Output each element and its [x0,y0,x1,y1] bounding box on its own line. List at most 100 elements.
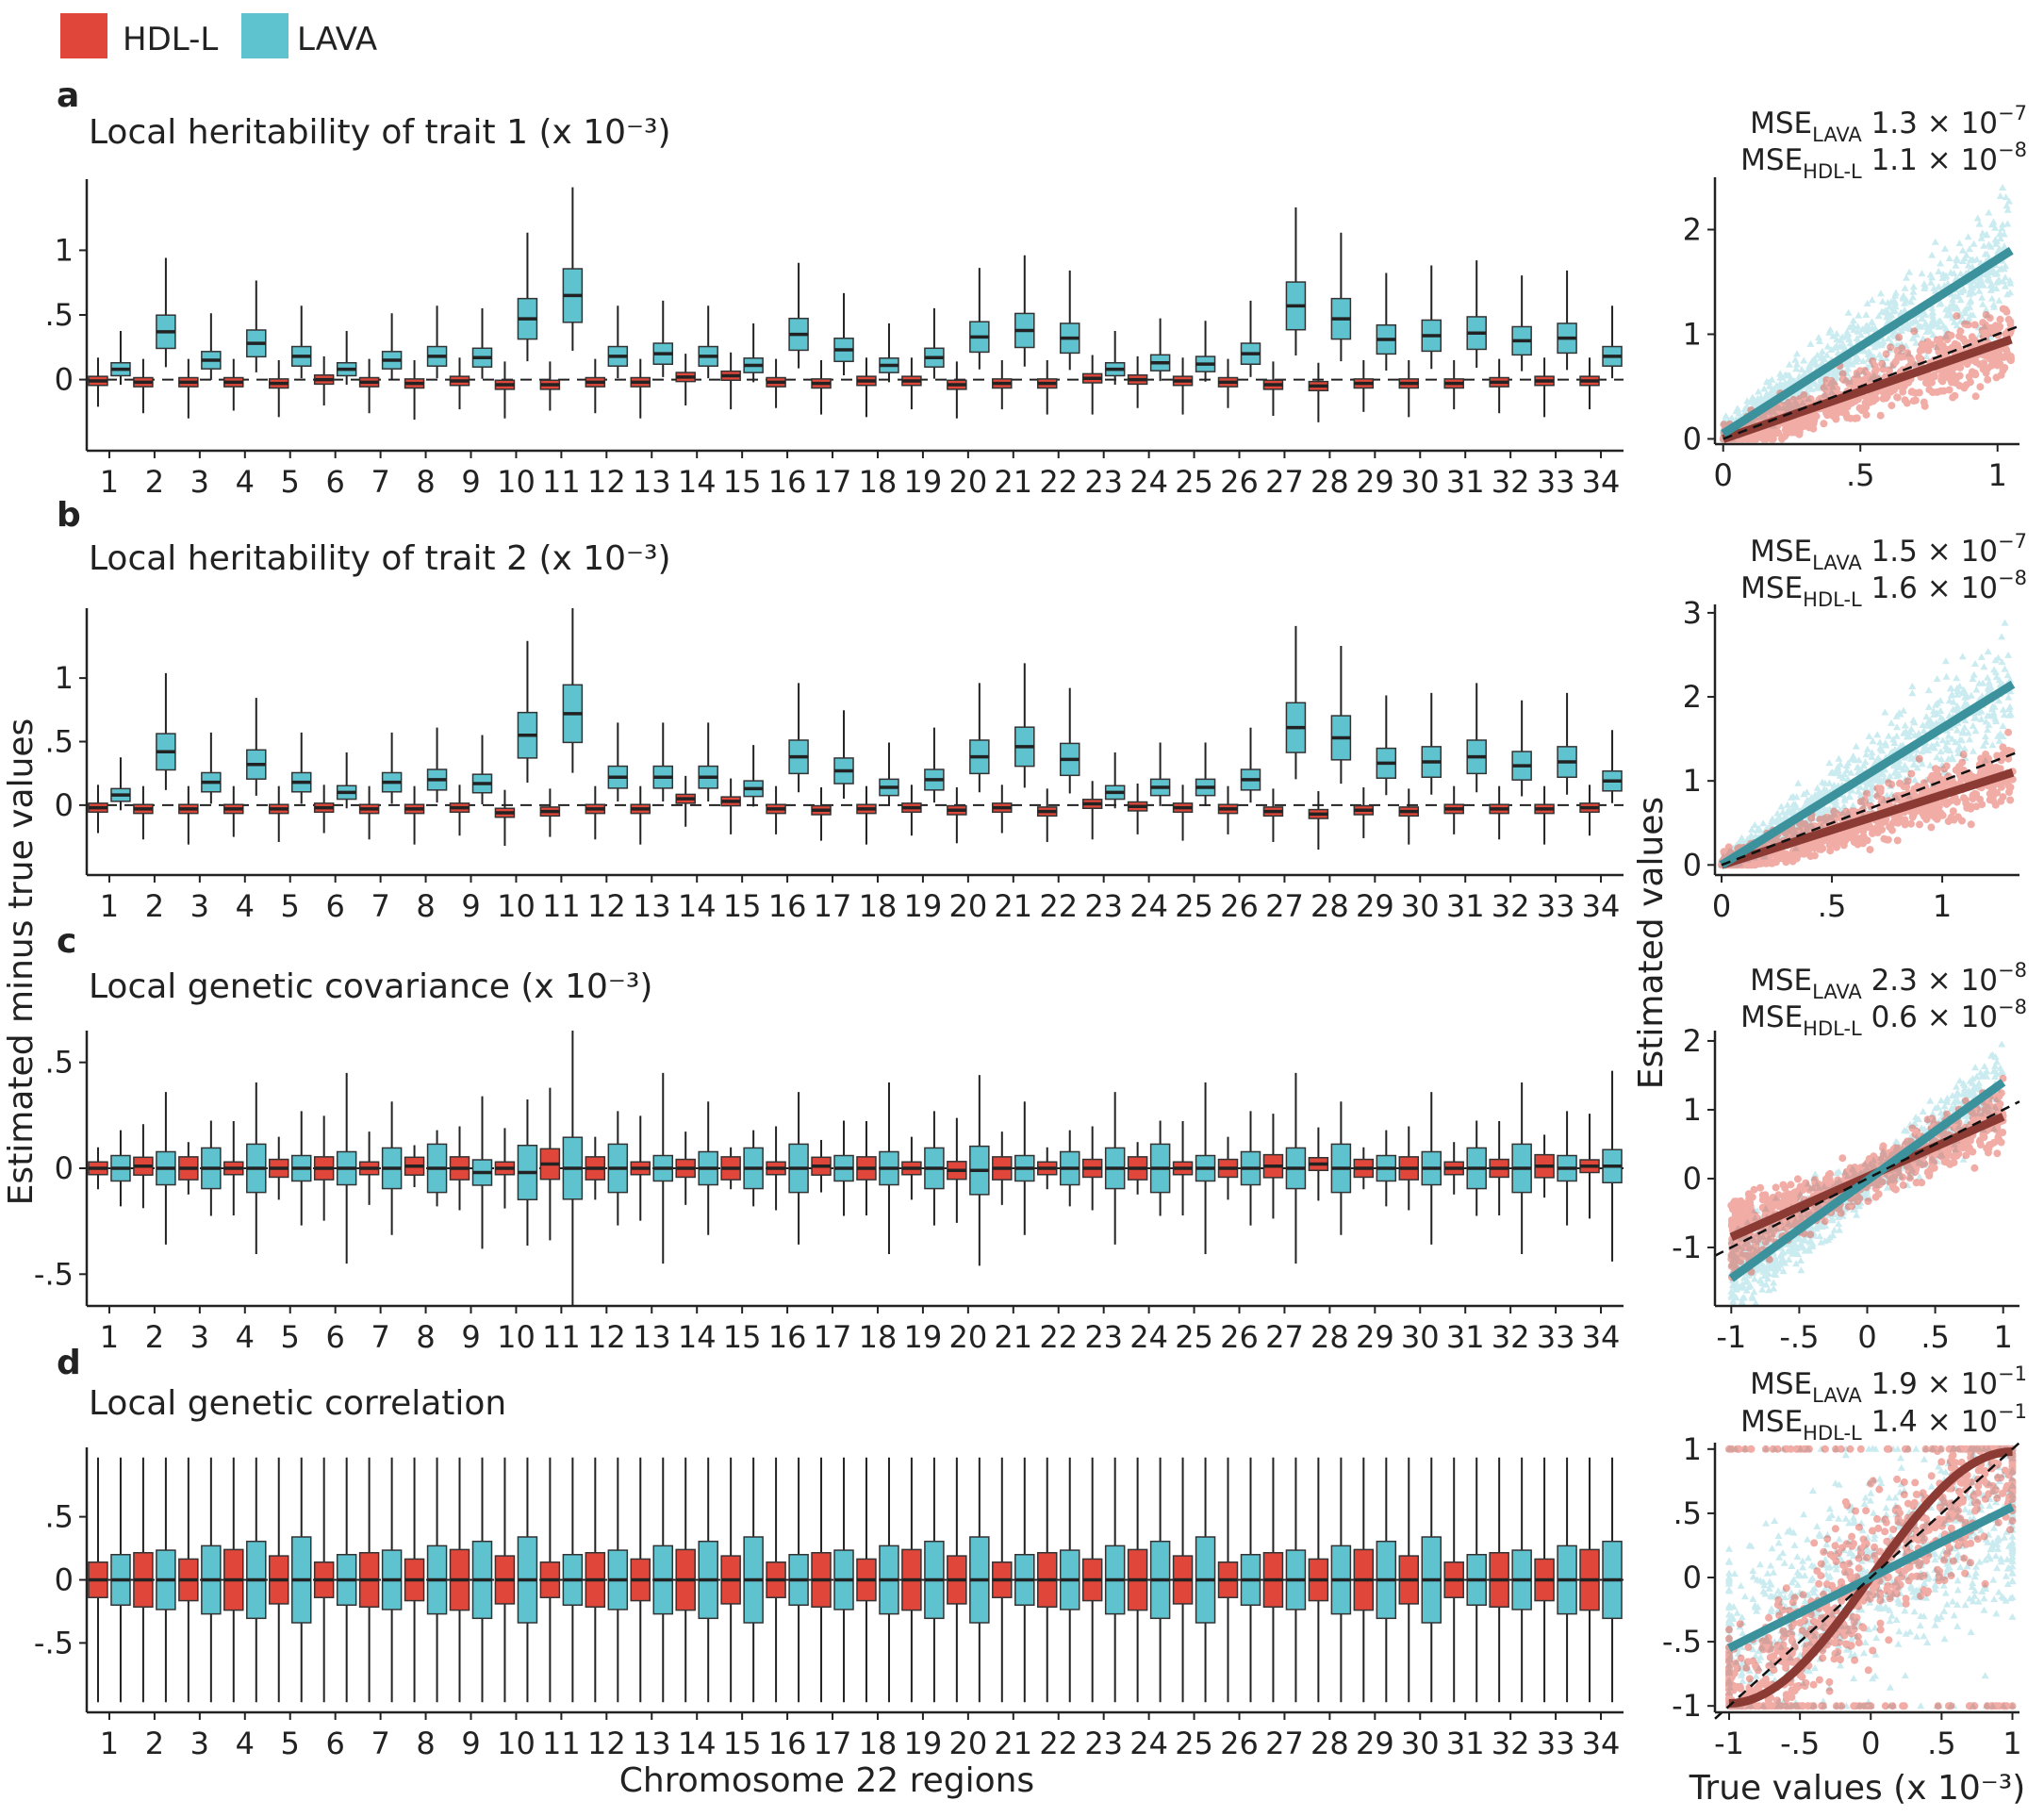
scatter-x-tick-label: 0 [1712,888,1731,924]
mse-lava: MSELAVA 1.3 × 10−7 [1750,102,2027,146]
scatter-points-b [1718,619,2017,869]
y-tick-label-c: .5 [44,1045,74,1081]
x-tick-label-d: 19 [904,1726,943,1761]
x-tick-label-c: 32 [1492,1319,1530,1355]
y-tick-label-a: .5 [44,297,74,333]
scatter-x-tick-label: 1 [2003,1726,2021,1761]
x-tick-label-d: 30 [1401,1726,1440,1761]
mse-hdl-l: MSEHDL-L 1.4 × 10−1 [1740,1400,2027,1445]
x-tick-label-d: 21 [994,1726,1032,1761]
x-tick-label-d: 25 [1175,1726,1213,1761]
scatter-y-tick-label: -1 [1672,1230,1702,1265]
scatter-x-axis-title: True values (x 10⁻³) [1689,1769,2026,1808]
x-tick-label-d: 2 [145,1726,164,1761]
x-tick-label-b: 23 [1084,888,1123,924]
x-tick-label-d: 8 [416,1726,435,1761]
x-tick-label-b: 2 [145,888,164,924]
scatter-x-tick-label: 0 [1857,1319,1876,1355]
x-tick-label-a: 17 [814,464,852,500]
x-tick-label-c: 29 [1356,1319,1394,1355]
scatter-x-tick-label: -.5 [1780,1726,1820,1761]
y-tick-label-a: 0 [55,362,74,398]
y-tick-label-b: .5 [44,724,74,760]
x-tick-label-c: 18 [859,1319,898,1355]
x-tick-label-a: 34 [1582,464,1621,500]
scatter-x-tick-label: .5 [1920,1319,1950,1355]
x-tick-label-b: 9 [461,888,480,924]
mse-hdl-l: MSEHDL-L 1.6 × 10−8 [1740,567,2027,611]
scatter-x-tick-label: -1 [1716,1319,1746,1355]
mse-lava: MSELAVA 2.3 × 10−8 [1750,959,2027,1003]
x-tick-label-d: 27 [1265,1726,1304,1761]
x-tick-label-c: 19 [904,1319,943,1355]
x-tick-label-b: 17 [814,888,852,924]
x-tick-label-c: 7 [371,1319,389,1355]
x-tick-label-a: 27 [1265,464,1304,500]
x-tick-label-a: 25 [1175,464,1213,500]
x-tick-label-d: 23 [1084,1726,1123,1761]
mse-lava: MSELAVA 1.9 × 10−1 [1750,1363,2027,1407]
x-tick-label-c: 15 [723,1319,762,1355]
x-tick-label-a: 9 [461,464,480,500]
identity-line [1721,750,2020,867]
scatter-y-tick-label: -1 [1672,1688,1702,1724]
scatter-y-tick-label: 0 [1683,421,1702,456]
x-tick-label-a: 23 [1084,464,1123,500]
x-axis-title: Chromosome 22 regions [619,1761,1034,1800]
x-tick-label-b: 6 [325,888,344,924]
fit-line-hdl-l [1720,768,2015,869]
mse-lava: MSELAVA 1.5 × 10−7 [1750,530,2027,574]
x-tick-label-b: 27 [1265,888,1304,924]
y-tick-label-a: 1 [55,232,74,268]
boxplot-panel-c: c Local genetic covariance (x 10⁻³) -.5 0 .5… [34,922,1624,1355]
x-tick-label-a: 5 [281,464,300,500]
x-tick-label-a: 31 [1446,464,1485,500]
x-tick-label-b: 22 [1039,888,1078,924]
x-tick-label-a: 28 [1310,464,1349,500]
x-tick-label-c: 6 [325,1319,344,1355]
x-tick-label-c: 34 [1582,1319,1621,1355]
scatter-y-tick-label: 3 [1683,595,1702,631]
x-tick-label-c: 25 [1175,1319,1213,1355]
x-tick-label-b: 34 [1582,888,1621,924]
x-tick-label-d: 12 [587,1726,626,1761]
fit-line-hdl-l [1722,335,2013,443]
x-tick-label-b: 31 [1446,888,1485,924]
x-tick-label-b: 15 [723,888,762,924]
x-tick-label-a: 18 [859,464,898,500]
boxplot-panels: a Local heritability of trait 1 (x 10⁻³) 0… [34,76,1624,1761]
x-tick-label-c: 1 [100,1319,119,1355]
x-tick-label-b: 5 [281,888,300,924]
scatter-cloud-lava [1719,184,2015,442]
scatter-x-tick-label: -1 [1714,1726,1744,1761]
x-tick-label-d: 15 [723,1726,762,1761]
x-tick-label-b: 4 [236,888,255,924]
y-tick-label-d: .5 [44,1499,74,1535]
mse-hdl-l: MSEHDL-L 1.1 × 10−8 [1740,139,2027,183]
x-tick-label-a: 24 [1129,464,1168,500]
x-tick-label-b: 7 [371,888,389,924]
scatter-y-tick-label: 2 [1683,211,1702,247]
x-tick-label-c: 9 [461,1319,480,1355]
x-tick-label-a: 11 [542,464,581,500]
x-tick-label-b: 11 [542,888,581,924]
x-tick-label-b: 3 [190,888,209,924]
x-tick-label-d: 5 [281,1726,300,1761]
x-tick-label-d: 28 [1310,1726,1349,1761]
x-tick-label-c: 16 [768,1319,807,1355]
x-tick-label-d: 3 [190,1726,209,1761]
x-tick-label-a: 29 [1356,464,1394,500]
panel-title-b: Local heritability of trait 2 (x 10⁻³) [89,539,671,578]
y-tick-label-b: 1 [55,660,74,696]
panel-letter-b: b [57,496,81,535]
x-tick-label-b: 25 [1175,888,1213,924]
x-tick-label-a: 8 [416,464,435,500]
x-tick-label-a: 3 [190,464,209,500]
legend: HDL-L LAVA [60,13,377,58]
x-tick-label-a: 26 [1220,464,1259,500]
scatter-x-tick-label: .5 [1927,1726,1956,1761]
scatter-y-tick-label: 2 [1683,679,1702,715]
x-tick-label-a: 22 [1039,464,1078,500]
x-tick-label-b: 19 [904,888,943,924]
